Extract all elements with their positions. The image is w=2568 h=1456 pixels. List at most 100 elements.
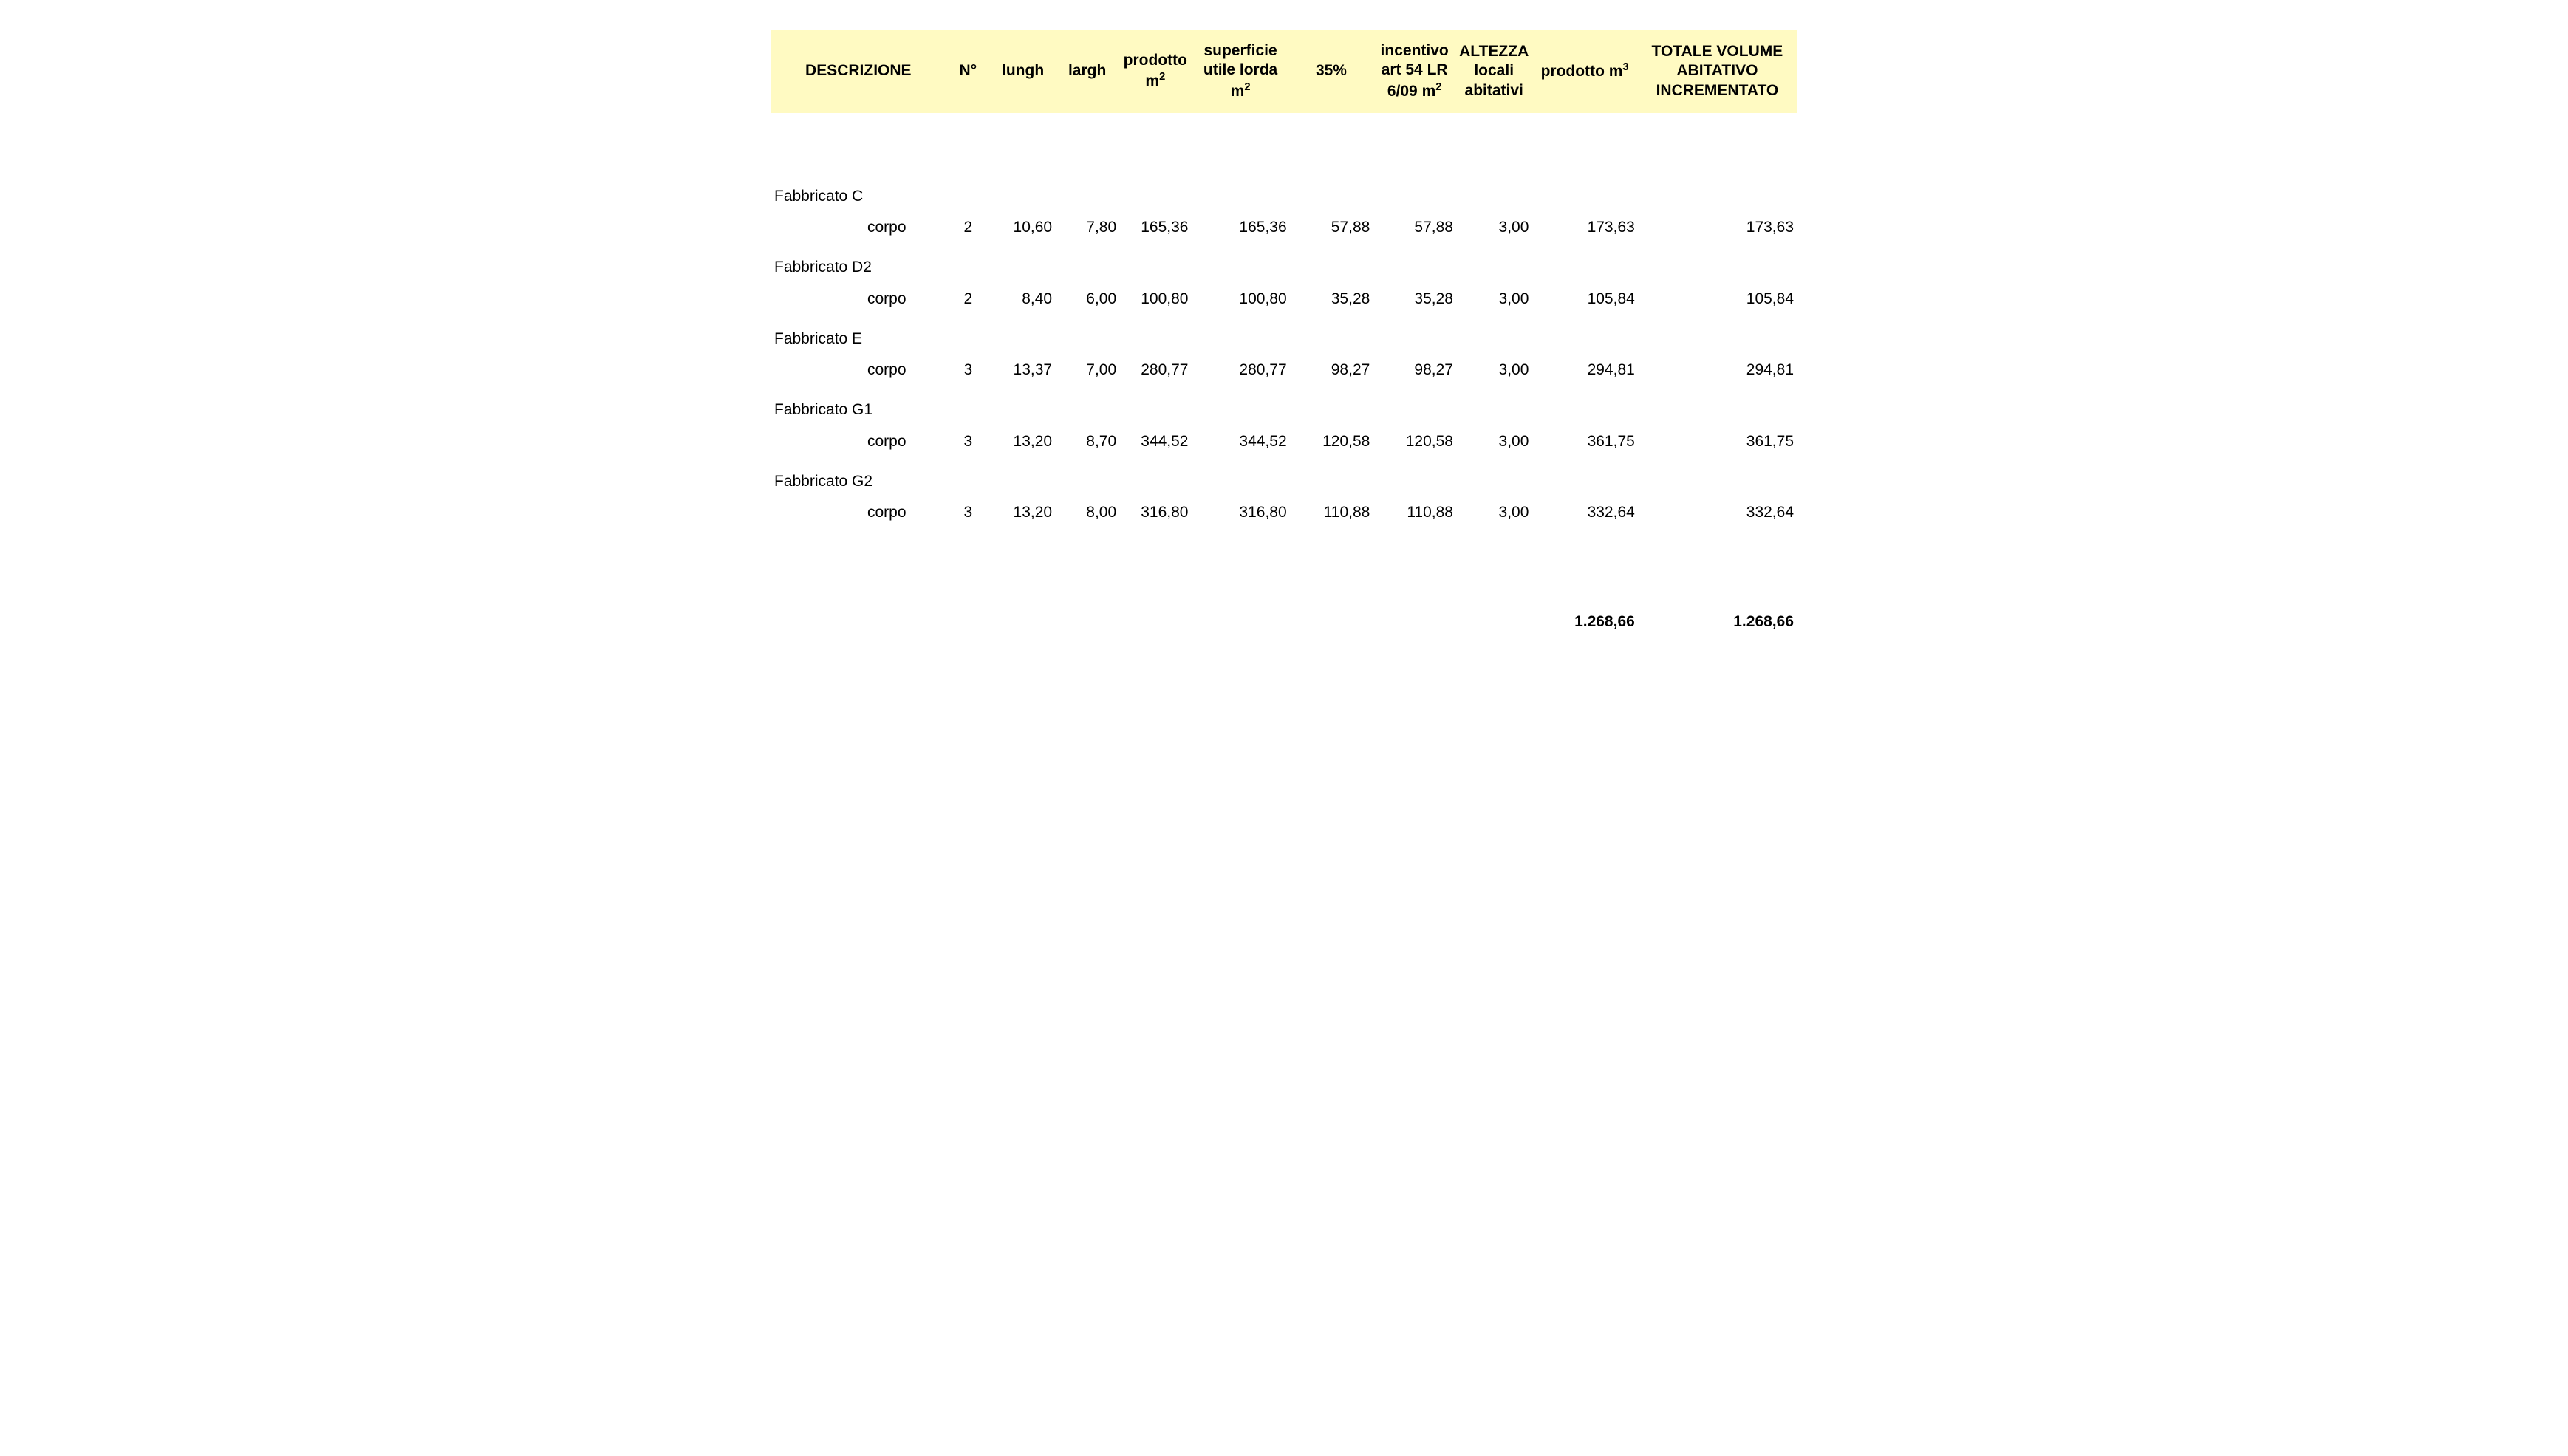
- cell-n: 3: [946, 496, 991, 530]
- cell-prodotto_m3: 105,84: [1531, 282, 1637, 316]
- section-row: Fabbricato D2: [771, 245, 1797, 281]
- cell-n: 3: [946, 353, 991, 387]
- header-sup_utile: superficie utile lorda m2: [1191, 30, 1289, 113]
- total-altezza: [1456, 590, 1531, 636]
- section-row: Fabbricato G2: [771, 459, 1797, 496]
- cell-largh: 6,00: [1055, 282, 1119, 316]
- cell-descrizione: corpo: [771, 353, 946, 387]
- total-lungh: [991, 590, 1055, 636]
- cell-altezza: 3,00: [1456, 211, 1531, 245]
- total-n: [946, 590, 991, 636]
- volume-table: DESCRIZIONEN°lunghlarghprodotto m2superf…: [771, 30, 1797, 637]
- cell-lungh: 13,37: [991, 353, 1055, 387]
- cell-altezza: 3,00: [1456, 496, 1531, 530]
- cell-totale: 105,84: [1638, 282, 1797, 316]
- cell-lungh: 10,60: [991, 211, 1055, 245]
- total-prodotto_m3: 1.268,66: [1531, 590, 1637, 636]
- header-descrizione: DESCRIZIONE: [771, 30, 946, 113]
- cell-largh: 7,00: [1055, 353, 1119, 387]
- cell-descrizione: corpo: [771, 496, 946, 530]
- table-row: corpo28,406,00100,80100,8035,2835,283,00…: [771, 282, 1797, 316]
- totals-row: 1.268,661.268,66: [771, 590, 1797, 636]
- header-incentivo: incentivo art 54 LR 6/09 m2: [1373, 30, 1456, 113]
- gap-row: [771, 113, 1797, 174]
- total-sup_utile: [1191, 590, 1289, 636]
- cell-n: 2: [946, 211, 991, 245]
- table-row: corpo313,208,00316,80316,80110,88110,883…: [771, 496, 1797, 530]
- cell-totale: 173,63: [1638, 211, 1797, 245]
- gap-row: [771, 530, 1797, 590]
- cell-totale: 361,75: [1638, 425, 1797, 459]
- total-prodotto_m2: [1119, 590, 1191, 636]
- cell-pct35: 35,28: [1290, 282, 1373, 316]
- cell-prodotto_m2: 344,52: [1119, 425, 1191, 459]
- header-pct35: 35%: [1290, 30, 1373, 113]
- cell-pct35: 57,88: [1290, 211, 1373, 245]
- cell-pct35: 110,88: [1290, 496, 1373, 530]
- cell-prodotto_m2: 165,36: [1119, 211, 1191, 245]
- cell-n: 3: [946, 425, 991, 459]
- section-title: Fabbricato E: [771, 316, 1797, 353]
- cell-incentivo: 98,27: [1373, 353, 1456, 387]
- cell-incentivo: 120,58: [1373, 425, 1456, 459]
- cell-pct35: 120,58: [1290, 425, 1373, 459]
- total-largh: [1055, 590, 1119, 636]
- section-row: Fabbricato G1: [771, 387, 1797, 424]
- cell-prodotto_m3: 173,63: [1531, 211, 1637, 245]
- cell-largh: 8,00: [1055, 496, 1119, 530]
- table-row: corpo313,377,00280,77280,7798,2798,273,0…: [771, 353, 1797, 387]
- header-n: N°: [946, 30, 991, 113]
- cell-sup_utile: 165,36: [1191, 211, 1289, 245]
- cell-sup_utile: 100,80: [1191, 282, 1289, 316]
- cell-incentivo: 110,88: [1373, 496, 1456, 530]
- section-title: Fabbricato G1: [771, 387, 1797, 424]
- cell-altezza: 3,00: [1456, 353, 1531, 387]
- section-title: Fabbricato G2: [771, 459, 1797, 496]
- header-prodotto_m3: prodotto m3: [1531, 30, 1637, 113]
- table-row: corpo313,208,70344,52344,52120,58120,583…: [771, 425, 1797, 459]
- cell-prodotto_m3: 361,75: [1531, 425, 1637, 459]
- cell-prodotto_m2: 280,77: [1119, 353, 1191, 387]
- total-incentivo: [1373, 590, 1456, 636]
- page: DESCRIZIONEN°lunghlarghprodotto m2superf…: [749, 0, 1819, 696]
- table-row: corpo210,607,80165,36165,3657,8857,883,0…: [771, 211, 1797, 245]
- cell-prodotto_m3: 332,64: [1531, 496, 1637, 530]
- header-totale: TOTALE VOLUME ABITATIVO INCREMENTATO: [1638, 30, 1797, 113]
- header-row: DESCRIZIONEN°lunghlarghprodotto m2superf…: [771, 30, 1797, 113]
- cell-sup_utile: 344,52: [1191, 425, 1289, 459]
- cell-descrizione: corpo: [771, 282, 946, 316]
- cell-prodotto_m3: 294,81: [1531, 353, 1637, 387]
- cell-sup_utile: 316,80: [1191, 496, 1289, 530]
- cell-altezza: 3,00: [1456, 282, 1531, 316]
- cell-largh: 8,70: [1055, 425, 1119, 459]
- cell-descrizione: corpo: [771, 211, 946, 245]
- header-lungh: lungh: [991, 30, 1055, 113]
- cell-largh: 7,80: [1055, 211, 1119, 245]
- cell-incentivo: 57,88: [1373, 211, 1456, 245]
- section-title: Fabbricato D2: [771, 245, 1797, 281]
- cell-n: 2: [946, 282, 991, 316]
- cell-altezza: 3,00: [1456, 425, 1531, 459]
- total-descrizione: [771, 590, 946, 636]
- section-row: Fabbricato C: [771, 174, 1797, 211]
- cell-lungh: 13,20: [991, 496, 1055, 530]
- header-largh: largh: [1055, 30, 1119, 113]
- cell-prodotto_m2: 100,80: [1119, 282, 1191, 316]
- section-row: Fabbricato E: [771, 316, 1797, 353]
- cell-totale: 294,81: [1638, 353, 1797, 387]
- total-totale: 1.268,66: [1638, 590, 1797, 636]
- table-head: DESCRIZIONEN°lunghlarghprodotto m2superf…: [771, 30, 1797, 113]
- cell-prodotto_m2: 316,80: [1119, 496, 1191, 530]
- cell-lungh: 13,20: [991, 425, 1055, 459]
- cell-lungh: 8,40: [991, 282, 1055, 316]
- cell-incentivo: 35,28: [1373, 282, 1456, 316]
- header-prodotto_m2: prodotto m2: [1119, 30, 1191, 113]
- header-altezza: ALTEZZA locali abitativi: [1456, 30, 1531, 113]
- section-title: Fabbricato C: [771, 174, 1797, 211]
- cell-sup_utile: 280,77: [1191, 353, 1289, 387]
- total-pct35: [1290, 590, 1373, 636]
- table-body: Fabbricato Ccorpo210,607,80165,36165,365…: [771, 113, 1797, 637]
- cell-descrizione: corpo: [771, 425, 946, 459]
- cell-totale: 332,64: [1638, 496, 1797, 530]
- cell-pct35: 98,27: [1290, 353, 1373, 387]
